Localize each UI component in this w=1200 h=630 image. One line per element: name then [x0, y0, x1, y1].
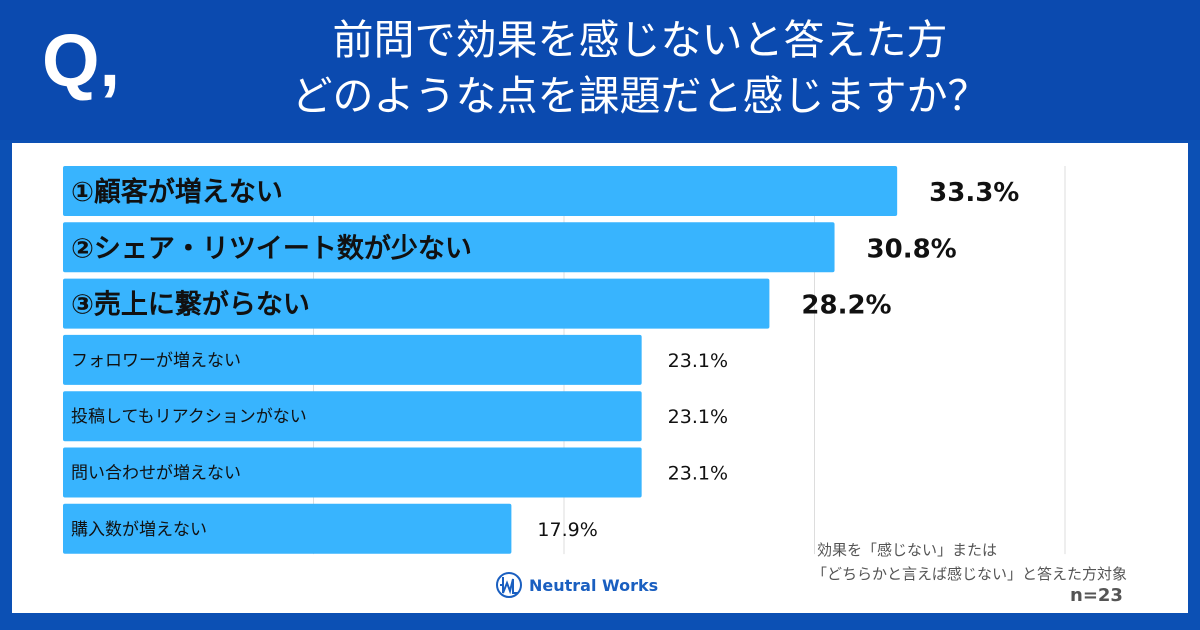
note-line-2: 「どちらかと言えば感じない」と答えた方対象 [812, 565, 1128, 583]
bar [63, 334, 642, 385]
logo-icon [496, 572, 522, 598]
bar [63, 166, 898, 216]
bar [63, 447, 642, 498]
category-label: ②シェア・リツイート数が少ない [71, 232, 472, 264]
bar [63, 278, 770, 329]
value-label: 23.1% [668, 463, 728, 485]
value-label: 23.1% [668, 406, 728, 428]
header: Q, 前問で効果を感じないと答えた方 どのような点を課題だと感じますか？ [0, 0, 1200, 140]
value-label: 33.3% [929, 178, 1019, 208]
sample-size: n=23 [1070, 585, 1123, 606]
value-label: 23.1% [668, 350, 728, 372]
chart-panel: ①顧客が増えない 33.3% ②シェア・リツイート数が少ない 30.8% ③売上に繋がら… [12, 143, 1188, 613]
category-label: 問い合わせが増えない [71, 464, 241, 484]
bar [63, 391, 642, 442]
value-label: 28.2% [801, 291, 891, 321]
logo-text: Neutral Works [529, 575, 659, 595]
note-line-1: 効果を「感じない」または [817, 541, 998, 559]
category-label: ①顧客が増えない [71, 176, 283, 208]
title-line-2: どのような点を課題だと感じますか？ [291, 72, 989, 120]
title-line-1: 前問で効果を感じないと答えた方 [332, 16, 948, 64]
logo: Neutral Works [495, 571, 658, 599]
bar-chart: ①顧客が増えない 33.3% ②シェア・リツイート数が少ない 30.8% ③売上に繋がら… [63, 166, 1066, 555]
bar [63, 503, 512, 554]
category-label: フォロワーが増えない [71, 351, 241, 371]
q-mark: Q, [42, 19, 121, 102]
category-label: 投稿してもリアクションがない [71, 407, 307, 427]
value-label: 17.9% [537, 519, 597, 541]
page-title: 前問で効果を感じないと答えた方 どのような点を課題だと感じますか？ [150, 12, 1130, 124]
bar [63, 222, 835, 273]
value-label: 30.8% [867, 234, 957, 264]
category-label: ③売上に繋がらない [71, 289, 310, 321]
category-label: 購入数が増えない [71, 520, 207, 540]
